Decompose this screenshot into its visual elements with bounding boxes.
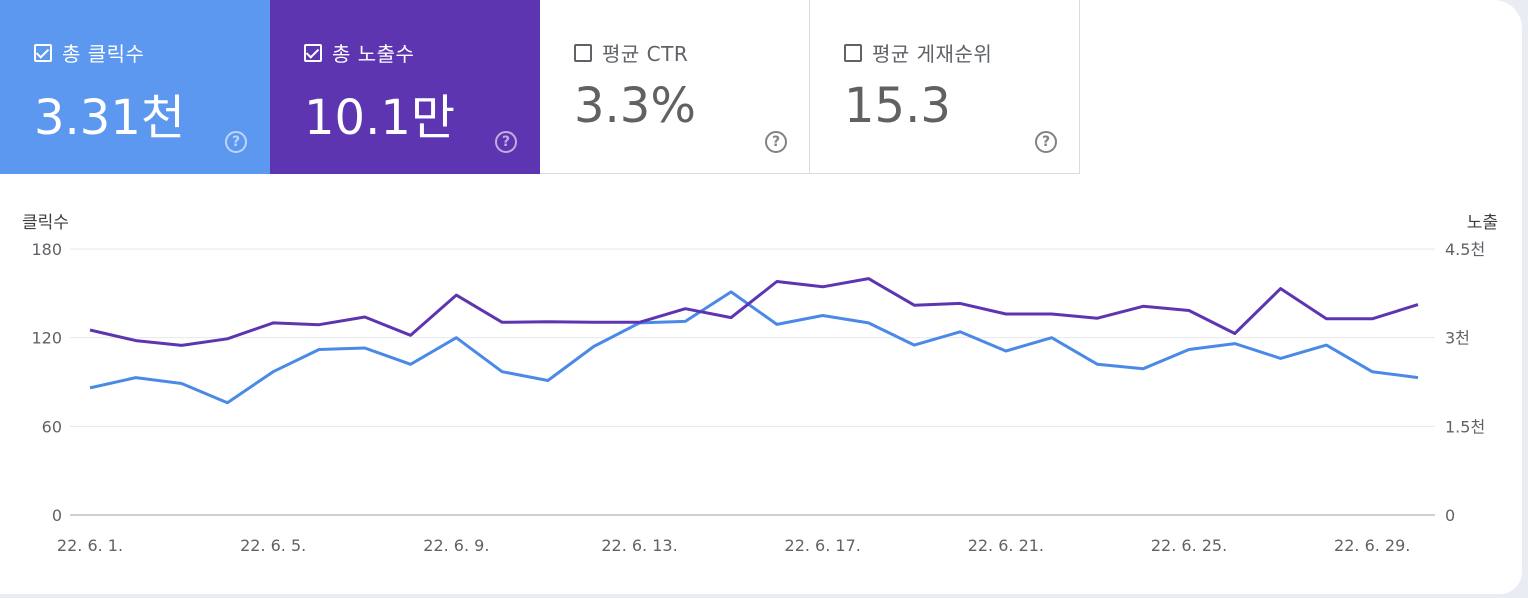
series-lines — [89, 277, 1419, 405]
metric-card-average-ctr[interactable]: 평균 CTR 3.3% ? — [540, 0, 810, 174]
x-tick-label: 22. 6. 21. — [968, 536, 1044, 555]
help-icon[interactable]: ? — [1035, 131, 1057, 153]
checkbox-icon[interactable] — [34, 43, 52, 62]
help-icon[interactable]: ? — [765, 131, 787, 153]
left-axis-title: 클릭수 — [22, 213, 69, 233]
x-tick-label: 22. 6. 17. — [785, 536, 861, 555]
card-label: 총 노출수 — [332, 42, 415, 66]
series-line-impressions — [89, 277, 1419, 347]
help-icon[interactable]: ? — [495, 131, 517, 153]
right-y-tick-label: 4.5천 — [1445, 240, 1485, 259]
x-tick-label: 22. 6. 29. — [1334, 536, 1410, 555]
metric-card-average-position[interactable]: 평균 게재순위 15.3 ? — [810, 0, 1080, 174]
checkbox-icon[interactable] — [844, 43, 862, 62]
card-header: 평균 CTR — [574, 38, 688, 67]
help-icon[interactable]: ? — [225, 131, 247, 153]
checkbox-icon[interactable] — [574, 43, 592, 62]
y-tick-labels: 0 0 60 1.5천 120 3천 180 4.5천 — [31, 240, 1485, 525]
card-label: 평균 CTR — [602, 42, 689, 66]
x-tick-label: 22. 6. 1. — [57, 536, 123, 555]
left-y-tick-label: 120 — [31, 329, 62, 348]
card-value: 15.3 — [844, 78, 951, 134]
right-y-tick-label: 0 — [1445, 506, 1455, 525]
x-tick-labels: 22. 6. 1. 22. 6. 5. 22. 6. 9. 22. 6. 13. 22.… — [57, 536, 1410, 555]
x-tick-label: 22. 6. 9. — [423, 536, 489, 555]
left-y-tick-label: 180 — [31, 240, 62, 259]
metric-card-total-clicks[interactable]: 총 클릭수 3.31천 ? — [0, 0, 270, 174]
x-tick-label: 22. 6. 13. — [601, 536, 677, 555]
card-label: 총 클릭수 — [62, 42, 145, 66]
right-axis-title: 노출 — [1467, 213, 1498, 233]
left-y-tick-label: 60 — [42, 417, 62, 436]
card-value: 3.3% — [574, 78, 696, 134]
card-value: 3.31천 — [34, 90, 186, 146]
card-label: 평균 게재순위 — [872, 42, 993, 66]
metric-cards: 총 클릭수 3.31천 ? 총 노출수 10.1만 ? 평균 CTR 3.3% … — [0, 0, 1080, 174]
x-tick-label: 22. 6. 5. — [240, 536, 306, 555]
right-y-tick-label: 1.5천 — [1445, 417, 1485, 436]
card-header: 총 클릭수 — [34, 38, 144, 67]
gridlines — [70, 248, 1435, 516]
left-y-tick-label: 0 — [52, 506, 62, 525]
metric-card-total-impressions[interactable]: 총 노출수 10.1만 ? — [270, 0, 540, 174]
card-value: 10.1만 — [304, 90, 456, 146]
card-header: 총 노출수 — [304, 38, 414, 67]
card-header: 평균 게재순위 — [844, 38, 992, 67]
right-y-tick-label: 3천 — [1445, 329, 1470, 348]
series-line-clicks — [89, 290, 1419, 405]
x-tick-label: 22. 6. 25. — [1151, 536, 1227, 555]
checkbox-icon[interactable] — [304, 43, 322, 62]
